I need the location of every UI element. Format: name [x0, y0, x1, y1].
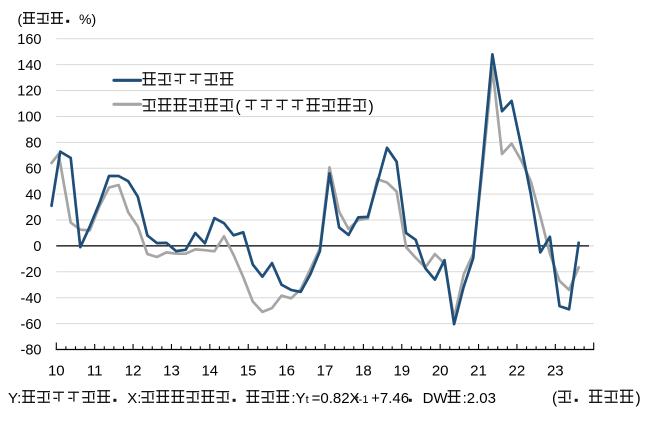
svg-text:20: 20	[25, 213, 41, 229]
svg-text:t-1: t-1	[356, 394, 369, 406]
svg-text:19: 19	[393, 363, 410, 380]
svg-text:60: 60	[25, 161, 41, 177]
svg-text:-60: -60	[21, 317, 42, 333]
svg-text:Y:: Y:	[8, 390, 21, 407]
svg-text:12: 12	[125, 363, 142, 380]
svg-text:100: 100	[17, 110, 41, 126]
svg-text:DW: DW	[423, 390, 449, 407]
svg-text:(: (	[552, 390, 558, 407]
svg-text:18: 18	[355, 363, 372, 380]
svg-text:120: 120	[17, 84, 41, 100]
svg-text:10: 10	[48, 363, 65, 380]
svg-text:13: 13	[163, 363, 180, 380]
svg-text:-20: -20	[21, 265, 42, 281]
svg-text:20: 20	[432, 363, 449, 380]
svg-text:16: 16	[278, 363, 295, 380]
svg-text:80: 80	[25, 136, 41, 152]
svg-text:17: 17	[317, 363, 334, 380]
svg-text:): )	[636, 390, 641, 407]
svg-text:140: 140	[17, 58, 41, 74]
svg-text:): )	[369, 99, 374, 116]
svg-text:-80: -80	[21, 343, 42, 359]
svg-text::2.03: :2.03	[463, 390, 496, 407]
svg-text:X:: X:	[127, 390, 141, 407]
svg-text:(: (	[236, 99, 242, 116]
svg-text:40: 40	[25, 187, 41, 203]
svg-text:-40: -40	[21, 291, 42, 307]
svg-text:11: 11	[87, 363, 103, 380]
svg-text:+7.46: +7.46	[371, 390, 409, 407]
svg-text:21: 21	[470, 363, 487, 380]
svg-text:22: 22	[509, 363, 526, 380]
svg-text:23: 23	[547, 363, 564, 380]
svg-text::Y: :Y	[291, 390, 305, 407]
svg-text:0: 0	[33, 239, 41, 255]
svg-text:%: %	[79, 11, 91, 27]
svg-text:=0.82X: =0.82X	[312, 390, 360, 407]
svg-text:): )	[92, 11, 97, 27]
svg-text:15: 15	[240, 363, 257, 380]
svg-text:(: (	[18, 11, 23, 27]
svg-text:t: t	[306, 394, 309, 406]
svg-text:14: 14	[201, 363, 218, 380]
svg-text:160: 160	[17, 32, 41, 48]
